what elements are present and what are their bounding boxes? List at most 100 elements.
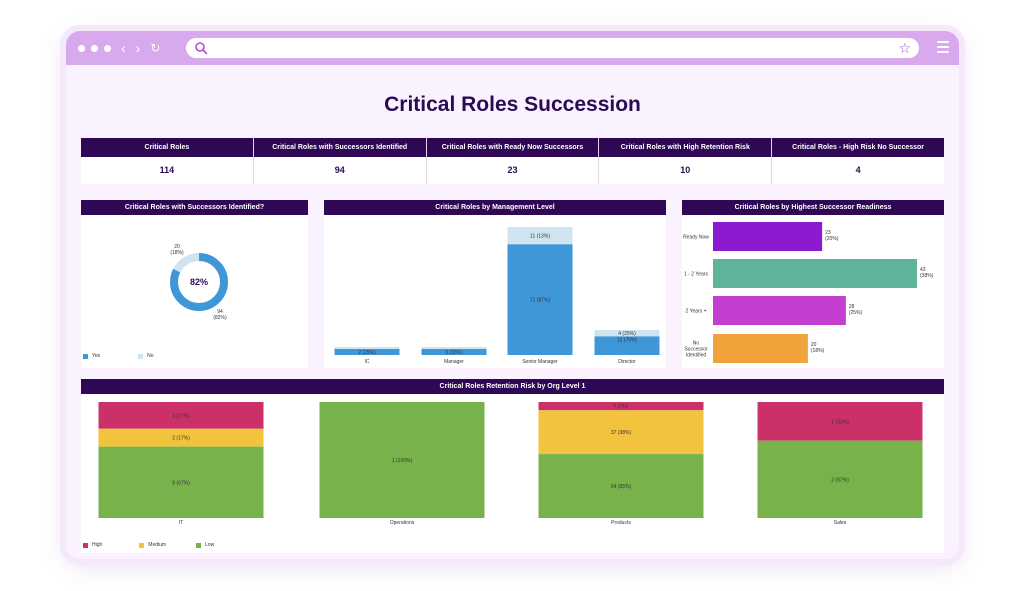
window-dot-icon[interactable] bbox=[78, 44, 85, 52]
category-label: No bbox=[693, 341, 700, 347]
kpi-card: Critical Roles 114 bbox=[81, 138, 254, 184]
forward-icon[interactable]: › bbox=[135, 40, 141, 56]
bar-label: 12 (75%) bbox=[617, 337, 638, 343]
kpi-strip: Critical Roles 114 Critical Roles with Su… bbox=[81, 138, 944, 184]
kpi-label: Critical Roles - High Risk No Successor bbox=[772, 138, 944, 157]
kpi-label: Critical Roles with Successors Identifie… bbox=[253, 138, 426, 157]
category-label: Ready Now bbox=[683, 235, 709, 241]
kpi-value: 23 bbox=[507, 165, 518, 175]
category-label: Identified bbox=[686, 353, 707, 359]
bar-label: 71 (87%) bbox=[530, 298, 551, 304]
bar-label: 11 (13%) bbox=[530, 234, 550, 240]
legend-swatch bbox=[196, 542, 202, 548]
segment-low bbox=[319, 402, 485, 518]
bar-label: 20 bbox=[811, 342, 817, 348]
refresh-icon[interactable]: ↻ bbox=[150, 41, 161, 55]
bar-yes bbox=[507, 244, 573, 355]
category-label: Senior Manager bbox=[522, 359, 558, 365]
category-label: Director bbox=[618, 359, 636, 365]
kpi-card: Critical Roles with Successors Identifie… bbox=[253, 138, 427, 184]
donut-slice-no bbox=[170, 253, 228, 311]
donut-chart: 82% 20(18%) 94(82%) bbox=[170, 244, 228, 321]
management-level-panel: Critical Roles by Management Level 2 (29… bbox=[324, 200, 666, 368]
kpi-value: 94 bbox=[334, 165, 345, 175]
bar-2 bbox=[713, 296, 846, 325]
bar-label: 23 bbox=[825, 230, 831, 236]
segment-label: 7 (7%) bbox=[614, 404, 629, 410]
slice-label: 20 bbox=[174, 244, 180, 250]
successors-donut-panel: Critical Roles with Successors Identifie… bbox=[81, 200, 308, 368]
bar-label: 28 bbox=[849, 304, 855, 310]
segment-low bbox=[98, 446, 264, 518]
bar-no bbox=[507, 227, 573, 245]
kpi-value: 114 bbox=[159, 165, 175, 175]
panel-title: Critical Roles with Successors Identifie… bbox=[81, 200, 308, 215]
address-bar[interactable]: ☆ bbox=[186, 38, 919, 58]
category-label: 2 Years + bbox=[686, 309, 707, 315]
bar-label: (20%) bbox=[825, 236, 839, 242]
management-bar-chart: 2 (29%) IC 3 (33%) Manager 71 (87%) 11 (13%) S… bbox=[334, 227, 660, 365]
segment-high bbox=[538, 402, 704, 411]
kpi-value: 10 bbox=[680, 165, 691, 175]
bar-3 bbox=[713, 334, 808, 363]
legend-label: High bbox=[92, 542, 103, 548]
segment-label: 2 (67%) bbox=[831, 477, 849, 483]
slice-label: (82%) bbox=[213, 315, 227, 321]
bar-label: (25%) bbox=[849, 310, 863, 316]
search-icon bbox=[195, 42, 208, 55]
kpi-card: Critical Roles - High Risk No Successor 4 bbox=[772, 138, 944, 184]
bar-label: 4 (25%) bbox=[618, 331, 636, 337]
legend-swatch bbox=[83, 542, 88, 548]
category-label: IC bbox=[365, 359, 370, 365]
slice-label: (18%) bbox=[170, 250, 184, 256]
bar-label: (38%) bbox=[920, 273, 934, 279]
legend-label: Low bbox=[205, 542, 215, 548]
category-label: Successor bbox=[684, 347, 708, 353]
category-label: Sales bbox=[834, 520, 847, 526]
bar-label: 3 (33%) bbox=[445, 350, 463, 356]
legend-swatch bbox=[83, 353, 88, 359]
kpi-card: Critical Roles with High Retention Risk 1… bbox=[599, 138, 773, 184]
segment-low bbox=[538, 454, 704, 518]
segment-label: 54 (55%) bbox=[611, 484, 632, 490]
bar-label: 2 (29%) bbox=[358, 350, 376, 356]
category-label: 1 - 2 Years bbox=[684, 272, 708, 278]
bar-label: 43 bbox=[920, 267, 926, 273]
risk-legend: High Medium Low bbox=[83, 542, 214, 548]
back-icon[interactable]: ‹ bbox=[121, 40, 126, 56]
category-label: Manager bbox=[444, 359, 464, 365]
readiness-bar-chart: 23(20%) Ready Now 43(38%) 1 - 2 Years 28(25%… bbox=[683, 222, 934, 363]
kpi-label: Critical Roles bbox=[81, 138, 253, 157]
slice-label: 94 bbox=[217, 309, 223, 315]
bar-yes bbox=[334, 349, 400, 355]
bar-0 bbox=[713, 222, 823, 251]
panel-title: Critical Roles Retention Risk by Org Lev… bbox=[81, 379, 944, 394]
donut-center-label: 82% bbox=[190, 277, 208, 287]
bookmark-star-icon[interactable]: ☆ bbox=[898, 40, 911, 56]
kpi-card: Critical Roles with Ready Now Successors… bbox=[426, 138, 600, 184]
kpi-value: 4 bbox=[855, 165, 861, 175]
retention-risk-panel: Critical Roles Retention Risk by Org Lev… bbox=[81, 379, 944, 553]
browser-toolbar: ‹ › ↻ ☆ bbox=[66, 31, 959, 65]
segment-label: 1 (100%) bbox=[392, 458, 413, 464]
menu-icon[interactable] bbox=[937, 41, 949, 56]
category-label: IT bbox=[179, 520, 183, 526]
legend-label: No bbox=[147, 353, 154, 359]
window-dot-icon[interactable] bbox=[104, 44, 111, 52]
category-label: Products bbox=[611, 520, 631, 526]
legend-label: Medium bbox=[148, 542, 167, 548]
segment-label: 8 (67%) bbox=[172, 480, 190, 486]
donut-legend: Yes No bbox=[83, 353, 154, 359]
window-dot-icon[interactable] bbox=[91, 44, 98, 52]
window-controls bbox=[78, 44, 111, 52]
segment-medium bbox=[98, 428, 264, 447]
bar-yes bbox=[421, 349, 487, 355]
bar-label: (18%) bbox=[811, 348, 825, 354]
category-label: Operations bbox=[390, 520, 415, 526]
segment-label: 37 (38%) bbox=[611, 430, 632, 436]
segment-high bbox=[98, 402, 264, 429]
kpi-label: Critical Roles with Ready Now Successors bbox=[426, 138, 599, 157]
legend-label: Yes bbox=[92, 353, 101, 359]
legend-swatch bbox=[139, 542, 145, 548]
segment-label: 1 (33%) bbox=[831, 419, 849, 425]
